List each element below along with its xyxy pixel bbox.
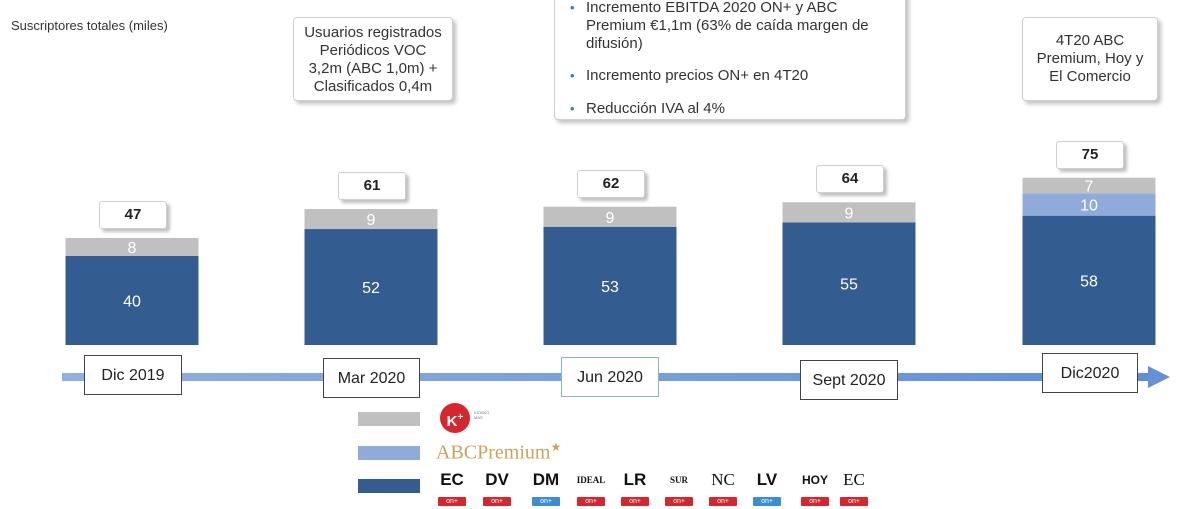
newspaper-logo: EC on+ bbox=[434, 470, 470, 508]
bar-segment bbox=[304, 229, 438, 345]
on-plus-tag: on+ bbox=[801, 497, 829, 506]
on-plus-tag: on+ bbox=[840, 497, 868, 506]
bar-segment bbox=[543, 226, 677, 345]
callout-bullet: Incremento EBITDA 2020 ON+ y ABC Premium… bbox=[567, 0, 895, 53]
bar-segment bbox=[65, 237, 199, 256]
bar-segment bbox=[1022, 177, 1156, 194]
callout-ebitda: Incremento EBITDA 2020 ON+ y ABC Premium… bbox=[554, 0, 906, 120]
bar-segment bbox=[304, 208, 438, 230]
bar-value-label: 9 bbox=[367, 212, 376, 229]
bar-segment bbox=[1022, 193, 1156, 216]
bar-value-label: 7 bbox=[1085, 179, 1094, 196]
newspaper-logo: DV on+ bbox=[479, 470, 515, 508]
on-plus-tag: on+ bbox=[753, 497, 781, 506]
bar-segment bbox=[543, 206, 677, 227]
bar-segment bbox=[1022, 215, 1156, 345]
newspaper-name: EC bbox=[843, 470, 865, 489]
total-label: 47 bbox=[99, 200, 167, 229]
kiosko-logo: K+ bbox=[440, 403, 470, 433]
bar-segment bbox=[782, 202, 916, 223]
callout-bullet: Incremento precios ON+ en 4T20 bbox=[567, 67, 895, 85]
newspaper-logo: SUR on+ bbox=[661, 470, 697, 508]
newspaper-name: IDEAL bbox=[576, 475, 606, 485]
period-label: Mar 2020 bbox=[323, 358, 420, 398]
abc-premium-logo: ABCPremium★ bbox=[436, 440, 562, 464]
callout-bullet: Reducción IVA al 4% bbox=[567, 100, 895, 118]
y-axis-title: Suscriptores totales (miles) bbox=[11, 18, 168, 33]
callout-registered-users: Usuarios registrados Periódicos VOC 3,2m… bbox=[293, 17, 453, 101]
newspaper-logo: LV on+ bbox=[749, 470, 785, 508]
newspaper-logo: LR on+ bbox=[617, 470, 653, 508]
newspaper-logo: DM on+ bbox=[528, 470, 564, 508]
period-label: Sept 2020 bbox=[800, 360, 898, 400]
newspaper-name: EC bbox=[440, 470, 464, 489]
on-plus-tag: on+ bbox=[577, 497, 605, 506]
newspaper-name: DV bbox=[485, 470, 509, 489]
callout-line: Periódicos VOC bbox=[319, 42, 427, 59]
bar-value-label: 40 bbox=[123, 293, 141, 310]
on-plus-tag: on+ bbox=[621, 497, 649, 506]
bar-value-label: 10 bbox=[1080, 198, 1098, 215]
bar-value-label: 55 bbox=[840, 277, 858, 294]
bar-value-label: 58 bbox=[1080, 273, 1098, 290]
newspaper-logo: EC on+ bbox=[836, 470, 872, 508]
newspaper-name: LR bbox=[623, 470, 647, 489]
callout-4t20: 4T20 ABC Premium, Hoy y El Comercio bbox=[1022, 17, 1158, 101]
period-label: Dic 2019 bbox=[84, 355, 182, 395]
newspaper-name: NC bbox=[711, 470, 735, 489]
total-label: 75 bbox=[1056, 140, 1124, 169]
total-label: 61 bbox=[338, 171, 406, 200]
newspaper-logo: IDEAL on+ bbox=[573, 470, 609, 508]
on-plus-tag: on+ bbox=[709, 497, 737, 506]
bar-segment bbox=[65, 255, 199, 345]
bar-value-label: 9 bbox=[606, 210, 615, 227]
on-plus-tag: on+ bbox=[438, 497, 466, 506]
period-label: Jun 2020 bbox=[561, 357, 659, 397]
newspaper-name: DM bbox=[532, 470, 560, 489]
total-label: 62 bbox=[577, 169, 645, 198]
on-plus-tag: on+ bbox=[483, 497, 511, 506]
bar-value-label: 52 bbox=[362, 280, 380, 297]
callout-line: 4T20 ABC bbox=[1055, 32, 1125, 49]
on-plus-tag: on+ bbox=[665, 497, 693, 506]
newspaper-name: LV bbox=[756, 470, 778, 489]
period-label: Dic2020 bbox=[1042, 353, 1138, 393]
callout-line: 3,2m (ABC 1,0m) + bbox=[308, 60, 438, 77]
bar-value-label: 8 bbox=[128, 240, 137, 257]
total-label: 64 bbox=[816, 165, 884, 194]
legend-swatch-regional-papers bbox=[358, 479, 420, 493]
legend-swatch-abc-premium bbox=[358, 446, 420, 460]
kiosko-logo-text: KIOSKO MÁS bbox=[474, 410, 490, 420]
callout-line: Premium, Hoy y bbox=[1036, 50, 1144, 67]
newspaper-logo: NC on+ bbox=[705, 470, 741, 508]
callout-line: Clasificados 0,4m bbox=[313, 78, 433, 95]
bar-value-label: 9 bbox=[845, 205, 854, 222]
on-plus-tag: on+ bbox=[532, 497, 560, 506]
legend-swatch-kiosko bbox=[358, 412, 420, 426]
newspaper-name: HOY bbox=[801, 473, 828, 487]
newspaper-name: SUR bbox=[669, 475, 688, 485]
callout-line: El Comercio bbox=[1049, 68, 1131, 85]
callout-line: Usuarios registrados bbox=[304, 24, 442, 41]
bar-value-label: 53 bbox=[601, 279, 619, 296]
newspaper-logo: HOY on+ bbox=[797, 470, 833, 508]
bar-segment bbox=[782, 222, 916, 345]
